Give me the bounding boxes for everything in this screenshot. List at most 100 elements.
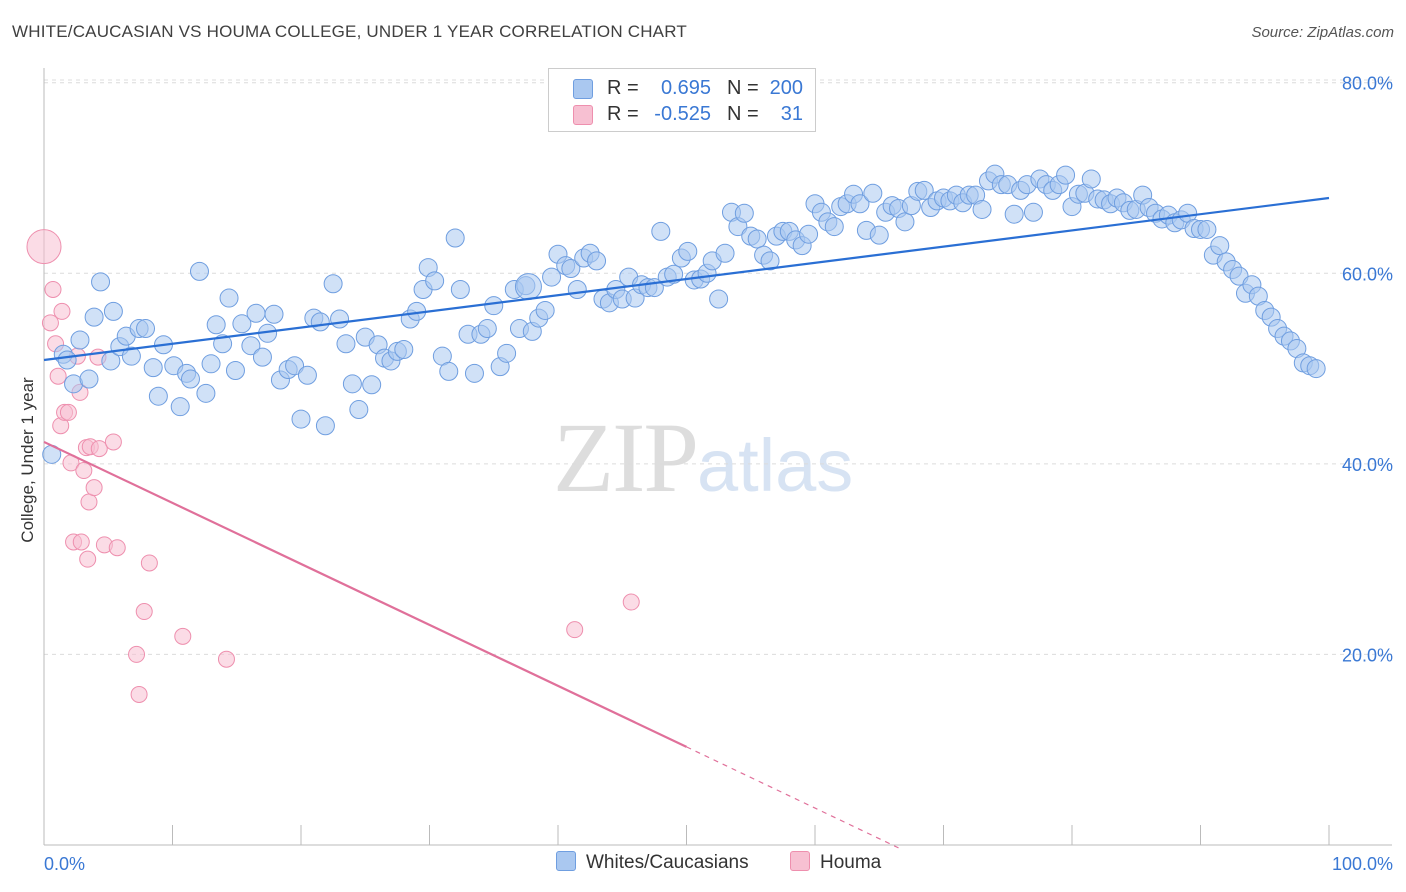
whites-point — [57, 350, 77, 370]
houma-point — [108, 539, 126, 557]
whites-point — [1197, 219, 1217, 239]
whites-point — [201, 354, 221, 374]
legend-n-label: N = — [727, 103, 759, 125]
whites-point — [206, 315, 226, 335]
whites-point — [664, 264, 684, 284]
y-tick-label: 80.0% — [1342, 74, 1393, 94]
whites-point — [297, 365, 317, 385]
whites-point — [285, 356, 305, 376]
whites-point — [225, 360, 245, 380]
whites-trend-line — [43, 196, 1330, 362]
houma-trend-line — [43, 440, 687, 748]
whites-point — [79, 369, 99, 389]
whites-point — [291, 409, 311, 429]
houma-trend-extension — [686, 746, 899, 849]
houma-point — [49, 367, 67, 385]
houma-point — [566, 621, 584, 639]
whites-point — [709, 289, 729, 309]
whites-point — [450, 279, 470, 299]
whites-point — [484, 296, 504, 316]
tick-labels: 20.0% 40.0% 60.0% 80.0% 0.0% 100.0% — [44, 74, 1393, 874]
whites-point — [70, 330, 90, 350]
houma-swatch — [573, 105, 593, 125]
whites-point — [136, 319, 156, 339]
houma-point — [128, 645, 146, 663]
whites-point — [535, 300, 555, 320]
whites-point — [587, 251, 607, 271]
whites-point — [1306, 359, 1326, 379]
whites-point — [914, 180, 934, 200]
whites-point — [445, 228, 465, 248]
y-tick-label: 60.0% — [1342, 264, 1393, 284]
houma-point — [53, 302, 71, 320]
whites-point — [362, 375, 382, 395]
whites-points — [42, 164, 1326, 464]
legend-row-houma: R = -0.525 N = 31 — [549, 101, 815, 127]
legend-r-label: R = — [607, 103, 639, 125]
houma-legend-swatch — [790, 851, 810, 871]
whites-point — [196, 383, 216, 403]
whites-point — [121, 346, 141, 366]
whites-point — [323, 274, 343, 294]
legend-n-value: 200 — [769, 77, 803, 99]
whites-point — [972, 199, 992, 219]
legend-r-label: R = — [607, 77, 639, 99]
houma-point — [174, 627, 192, 645]
correlation-legend: R = 0.695 N = 200 R = -0.525 N = 31 — [548, 68, 816, 132]
whites-point — [213, 334, 233, 354]
houma-point — [85, 479, 103, 497]
whites-point — [1210, 236, 1230, 256]
whites-point — [170, 397, 190, 417]
whites-point — [747, 229, 767, 249]
houma-point — [44, 280, 62, 298]
houma-point — [26, 229, 62, 265]
whites-point — [1056, 165, 1076, 185]
whites-point — [477, 319, 497, 339]
x-tick-label: 0.0% — [44, 854, 85, 874]
whites-point — [349, 400, 369, 420]
houma-point — [41, 314, 59, 332]
houma-legend-label: Houma — [820, 852, 882, 873]
whites-point — [103, 301, 123, 321]
whites-legend-label: Whites/Caucasians — [586, 852, 749, 873]
axes — [43, 68, 1392, 846]
whites-point — [439, 361, 459, 381]
whites-point — [232, 314, 252, 334]
houma-point — [72, 533, 90, 551]
houma-point — [140, 554, 158, 572]
whites-point — [219, 288, 239, 308]
chart-title: WHITE/CAUCASIAN VS HOUMA COLLEGE, UNDER … — [12, 22, 687, 41]
whites-point — [425, 271, 445, 291]
whites-point — [189, 261, 209, 281]
whites-point — [394, 340, 414, 360]
houma-points — [26, 229, 640, 703]
whites-legend-swatch — [556, 851, 576, 871]
whites-point — [246, 303, 266, 323]
y-tick-label: 40.0% — [1342, 455, 1393, 475]
trend-lines — [43, 196, 1330, 849]
source-label: Source: ZipAtlas.com — [1251, 24, 1394, 41]
houma-point — [130, 685, 148, 703]
whites-point — [863, 183, 883, 203]
grid-lines — [44, 79, 1392, 655]
whites-point — [180, 369, 200, 389]
legend-row-whites: R = 0.695 N = 200 — [549, 75, 815, 101]
whites-point — [1023, 202, 1043, 222]
houma-point — [104, 433, 122, 451]
legend-n-value: 31 — [780, 103, 803, 125]
whites-point — [464, 363, 484, 383]
whites-point — [143, 358, 163, 378]
legend-n-label: N = — [727, 77, 759, 99]
watermark-zip: ZIP — [553, 402, 699, 513]
houma-point — [80, 493, 98, 511]
whites-point — [567, 279, 587, 299]
houma-point — [75, 462, 93, 480]
whites-point — [514, 273, 542, 301]
y-axis-label: College, Under 1 year — [18, 377, 37, 543]
houma-point — [217, 650, 235, 668]
watermark: ZIPatlas — [553, 400, 853, 515]
whites-point — [497, 343, 517, 363]
y-tick-label: 20.0% — [1342, 645, 1393, 665]
whites-point — [734, 203, 754, 223]
houma-point — [59, 403, 77, 421]
